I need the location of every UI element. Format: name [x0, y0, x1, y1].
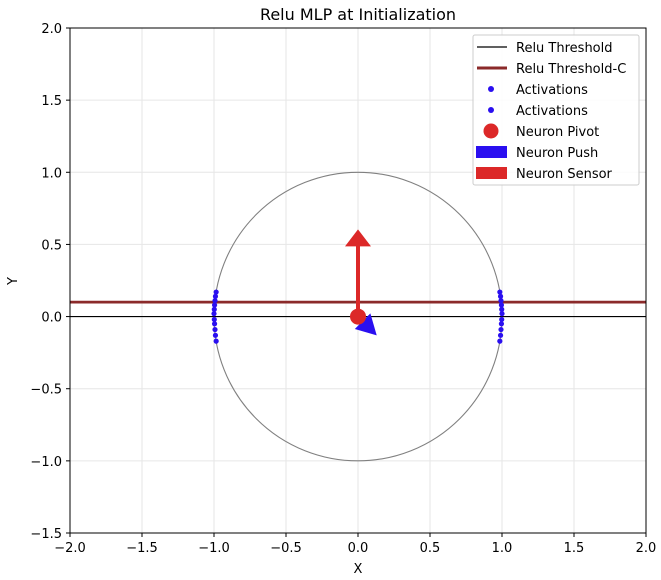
x-axis-label: X	[354, 562, 363, 577]
legend-relu-threshold-label: Relu Threshold	[516, 41, 613, 56]
x-tick-label: 2.0	[636, 541, 657, 556]
legend-neuron-pivot-label: Neuron Pivot	[516, 125, 599, 140]
activation-point-right	[499, 316, 505, 323]
legend-activations-right-swatch	[488, 107, 494, 113]
activation-point-right	[497, 289, 503, 295]
x-tick-label: 1.5	[564, 541, 585, 556]
y-tick-label: −0.5	[30, 383, 62, 398]
x-tick-label: 1.0	[492, 541, 513, 556]
activation-point-left	[211, 316, 217, 323]
legend-activations-left-swatch	[488, 86, 494, 92]
x-tick-label: −0.5	[270, 541, 302, 556]
activation-point-left	[212, 332, 219, 338]
x-tick-label: −1.0	[198, 541, 230, 556]
activation-point-left	[212, 298, 218, 304]
x-tick-label: −2.0	[54, 541, 86, 556]
activation-point-left	[211, 321, 218, 327]
legend-box	[472, 34, 640, 186]
activation-point-right	[497, 338, 503, 344]
legend-activations-left-label: Activations	[516, 83, 588, 98]
y-tick-label: −1.5	[30, 527, 62, 542]
activation-point-right	[499, 306, 505, 312]
legend-neuron-push-label: Neuron Push	[516, 146, 598, 161]
legend-neuron-sensor-swatch	[476, 167, 507, 179]
legend: Relu Threshold Relu Threshold-C Activati…	[472, 34, 640, 186]
legend-activations-right-label: Activations	[516, 104, 588, 119]
y-tick-label: 0.0	[41, 311, 62, 326]
activation-point-right	[498, 326, 504, 333]
legend-neuron-push-swatch	[476, 146, 507, 158]
activation-point-left	[213, 289, 219, 295]
neuron-sensor-arrowhead	[345, 229, 371, 247]
activation-point-right	[499, 311, 505, 317]
activation-point-right	[498, 321, 505, 327]
y-axis-label: Y	[6, 277, 21, 286]
y-tick-label: −1.0	[30, 455, 62, 470]
activation-point-left	[211, 311, 217, 317]
activation-point-right	[498, 298, 504, 304]
x-tick-label: 0.5	[420, 541, 441, 556]
legend-neuron-pivot-swatch	[483, 123, 499, 139]
plot-layer	[70, 171, 646, 462]
y-tick-label: 0.5	[41, 238, 62, 253]
y-tick-label: 1.5	[41, 94, 62, 109]
y-tick-label: 2.0	[41, 22, 62, 37]
activation-point-left	[212, 293, 219, 299]
chart-title: Relu MLP at Initialization	[260, 5, 456, 24]
x-tick-label: 0.0	[348, 541, 369, 556]
legend-relu-threshold-c-label: Relu Threshold-C	[516, 62, 626, 77]
activation-point-right	[497, 332, 504, 338]
activation-point-left	[213, 338, 219, 344]
activation-point-right	[497, 293, 504, 299]
tick-layer: −2.0 −1.5 −1.0 −0.5 0.0 0.5 1.0 1.5 2.0−1.5−1.0−…	[30, 22, 656, 556]
activation-point-left	[211, 306, 217, 312]
activation-point-left	[211, 302, 218, 308]
x-tick-label: −1.5	[126, 541, 158, 556]
neuron-pivot	[350, 308, 366, 325]
activation-point-right	[498, 302, 505, 308]
neuron-push-arrowhead	[354, 313, 377, 336]
legend-neuron-sensor-label: Neuron Sensor	[516, 167, 613, 182]
activation-point-left	[212, 326, 218, 333]
y-tick-label: 1.0	[41, 166, 62, 181]
